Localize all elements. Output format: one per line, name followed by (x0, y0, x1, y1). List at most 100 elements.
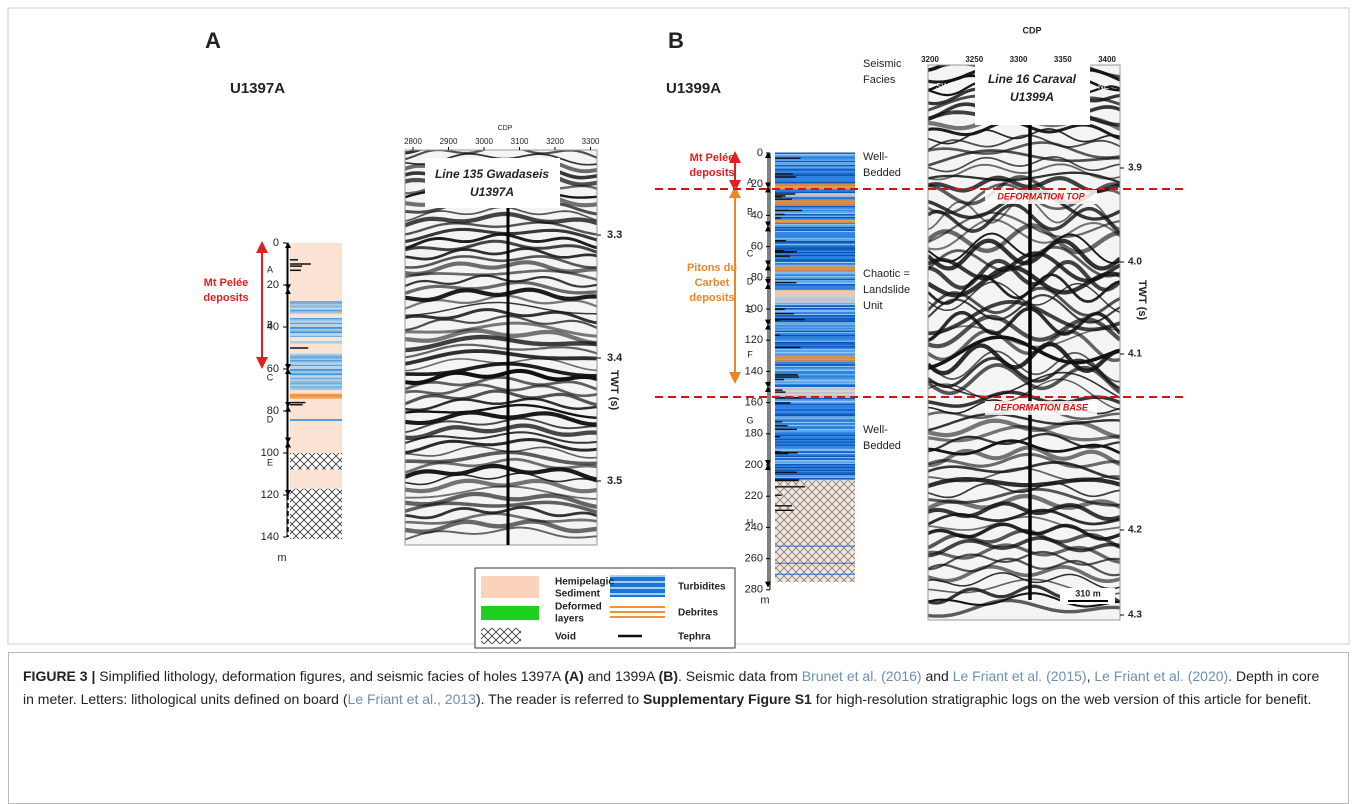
depth-tick-label: 0 (757, 147, 763, 159)
seismic-reflector (928, 477, 1120, 489)
cdp-tick-label: 3200 (921, 55, 939, 64)
void (290, 453, 342, 470)
depth-tick-label: 240 (745, 521, 763, 533)
seismic-reflector (405, 343, 597, 359)
line-label-box (425, 158, 560, 208)
facies-label: Bedded (863, 167, 901, 179)
legend-swatch (481, 606, 539, 620)
twt-tick-label: 4.1 (1128, 349, 1142, 360)
depth-tick-label: 160 (745, 397, 763, 409)
depth-tick-label: 140 (745, 365, 763, 377)
seismic-reflector (405, 247, 597, 261)
seismic-reflector (405, 423, 597, 441)
depth-tick-label: 40 (267, 321, 279, 333)
line-title: Line 135 Gwadaseis (435, 167, 549, 181)
seismic-reflector (405, 519, 597, 534)
seismic-reflector (928, 171, 1120, 184)
caption-text: ). The reader is referred to (475, 691, 643, 707)
cdp-tick-label: 3100 (511, 137, 529, 146)
twt-label: TWT (s) (608, 370, 620, 411)
depth-tick-label: 120 (261, 489, 279, 501)
seismic-reflector (928, 564, 1120, 584)
seismic-reflector (928, 515, 1120, 532)
cdp-tick-label: 3350 (1054, 55, 1072, 64)
depth-tick-label: 120 (745, 334, 763, 346)
deposit-label: deposits (689, 292, 734, 304)
seismic-reflector (405, 150, 597, 161)
cdp-tick-label: 3300 (582, 137, 600, 146)
caption-text: (A) (564, 668, 584, 684)
seismic-reflector (405, 500, 597, 514)
seismic-reflector (928, 134, 1120, 151)
unit-label: E (747, 304, 753, 314)
void (290, 488, 342, 540)
caption-text: Supplementary Figure S1 (643, 691, 812, 707)
seismic-reflector (928, 425, 1120, 443)
panel-label: B (668, 28, 684, 53)
seismic-reflector (405, 445, 597, 459)
deposit-label: deposits (689, 167, 734, 179)
figure: A U1397A 0 20 40 60 80 100 120 140 m A B C D E Mt Pelée d… (7, 7, 1350, 649)
depth-tick-label: 0 (273, 237, 279, 249)
seismic-reflector (928, 245, 1120, 278)
scale-label: 310 m (1075, 588, 1101, 598)
seismic-reflector (928, 592, 1120, 608)
facies-label: Chaotic = (863, 268, 910, 280)
direction-label: SW (936, 82, 949, 91)
facies-title: Seismic (863, 58, 902, 70)
twt-label: TWT (s) (1136, 280, 1148, 321)
caption-text: . Depth in core in meter. Letters: litho… (23, 668, 1320, 707)
unit-label: C (747, 248, 754, 258)
legend-label: Tephra (678, 632, 711, 643)
seismic-reflector (405, 437, 597, 455)
citation-link[interactable]: Brunet et al. (2016) (801, 668, 922, 684)
caption-text: and (921, 668, 953, 684)
seismic-reflector (405, 362, 597, 378)
cdp-tick-label: 2900 (440, 137, 458, 146)
seismic-reflector (405, 328, 597, 346)
hemipelagic (290, 469, 342, 489)
depth-tick-label: 140 (261, 531, 279, 543)
seismic-reflector (928, 314, 1120, 349)
seismic-reflector (928, 445, 1120, 468)
twt-tick-label: 3.9 (1128, 163, 1142, 174)
line-hole: U1399A (1010, 90, 1054, 104)
cdp-tick-label: 3200 (546, 137, 564, 146)
seismic-reflector (405, 274, 597, 288)
unit-label: A (267, 264, 273, 274)
citation-link[interactable]: Le Friant et al. (2015) (952, 668, 1087, 684)
facies-label: Unit (863, 300, 883, 312)
seismic-reflector (928, 363, 1120, 396)
seismic-reflector (928, 306, 1120, 343)
line-label-box (975, 58, 1090, 125)
hole-name: U1397A (230, 80, 285, 97)
citation-link[interactable]: Le Friant et al. (2020) (1094, 668, 1229, 684)
unit-label: C (267, 372, 274, 382)
panel-label: A (205, 28, 221, 53)
seismic-reflector (928, 258, 1120, 292)
twt-tick-label: 4.2 (1128, 525, 1142, 536)
seismic-reflector (928, 557, 1120, 577)
seismic-reflector (405, 280, 597, 295)
seismic-reflector (928, 156, 1120, 173)
seismic-reflector (405, 255, 597, 269)
seismic-reflector (405, 505, 597, 520)
twt-tick-label: 3.3 (607, 229, 622, 241)
seismic-reflector (928, 203, 1120, 235)
seismic-reflector (928, 149, 1120, 167)
seismic-reflector (405, 221, 597, 236)
cdp-title: CDP (1022, 25, 1041, 35)
legend-label: Deformed (555, 602, 602, 613)
unit-label: E (267, 457, 273, 467)
legend-label: Hemipelagic (555, 577, 614, 588)
seismic-reflector (405, 211, 597, 228)
legend-swatch (481, 576, 539, 598)
twt-tick-label: 3.5 (607, 475, 622, 487)
seismic-reflector (405, 375, 597, 391)
hemipelagic (775, 387, 855, 398)
caption-text: . Seismic data from (678, 668, 802, 684)
unit-label: A (747, 176, 753, 186)
unit-label: G (746, 415, 753, 425)
citation-link[interactable]: Le Friant et al., 2013 (347, 691, 476, 707)
depth-tick-label: 60 (267, 363, 279, 375)
